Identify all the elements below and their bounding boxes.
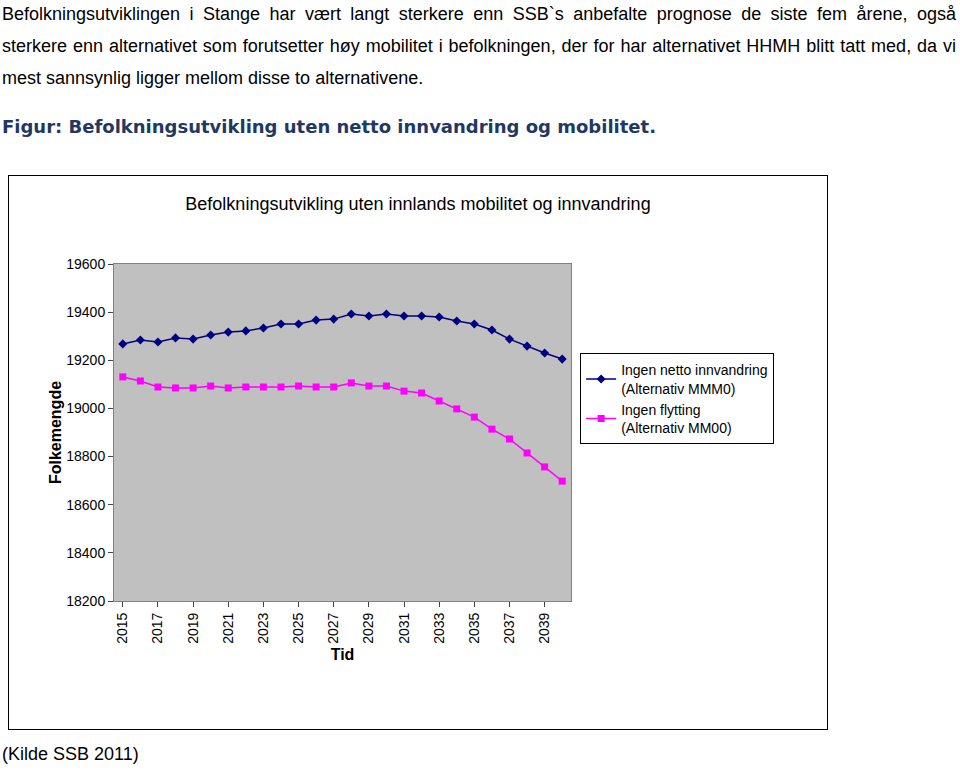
html-text:Befolkningsutviklingen i Stang: Befolkningsutviklingen i Stange har vært… [2,4,956,88]
svg-text:2037: 2037 [501,612,517,643]
svg-text:18800: 18800 [66,448,105,464]
svg-text:2025: 2025 [290,612,306,643]
svg-text:2029: 2029 [360,612,376,643]
svg-text:Tid: Tid [331,646,355,663]
svg-text:2015: 2015 [114,612,130,643]
svg-text:2019: 2019 [185,612,201,643]
svg-text:Ingen netto innvandring(Altern: Ingen netto innvandring(Alternativ MMM0) [621,362,767,396]
svg-text:19000: 19000 [66,400,105,416]
html-text:Figur: Befolkningsutvikling ut: Figur: Befolkningsutvikling uten netto i… [2,116,656,137]
svg-text:2033: 2033 [431,612,447,643]
svg-text:19600: 19600 [66,256,105,272]
svg-text:2039: 2039 [536,612,552,643]
svg-text:19400: 19400 [66,304,105,320]
svg-text:Folkemengde: Folkemengde [47,381,64,484]
svg-text:18600: 18600 [66,497,105,513]
svg-text:2035: 2035 [466,612,482,643]
svg-text:Befolkningsutvikling uten innl: Befolkningsutvikling uten innlands mobil… [185,194,650,214]
svg-text:2021: 2021 [220,612,236,643]
svg-text:18400: 18400 [66,545,105,561]
svg-text:18200: 18200 [66,593,105,609]
svg-text:2031: 2031 [396,612,412,643]
svg-text:2023: 2023 [255,612,271,643]
svg-text:2027: 2027 [325,612,341,643]
svg-text:Ingen flytting(Alternativ MM00: Ingen flytting(Alternativ MM00) [621,402,731,436]
html-text:(Kilde SSB 2011): (Kilde SSB 2011) [2,744,139,764]
svg-text:19200: 19200 [66,352,105,368]
svg-text:2017: 2017 [149,612,165,643]
